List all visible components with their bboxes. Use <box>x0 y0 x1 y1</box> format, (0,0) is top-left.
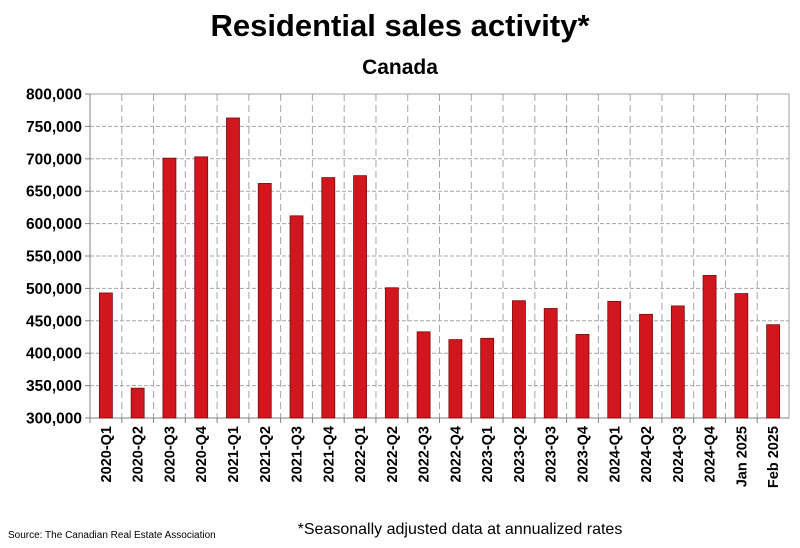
x-tick-label: 2020-Q1 <box>99 426 115 482</box>
bar-2022-q4 <box>448 339 463 419</box>
bar-2020-q4 <box>194 156 209 419</box>
bar-2022-q1 <box>353 175 367 419</box>
x-tick-label: 2022-Q1 <box>353 426 369 482</box>
x-tick-label: 2022-Q2 <box>385 426 401 482</box>
y-tick-label: 700,000 <box>26 151 82 168</box>
bar-feb-2025 <box>766 324 781 419</box>
bar-2023-q3 <box>543 308 558 419</box>
bar-2022-q2 <box>384 287 399 419</box>
bar-2024-q4 <box>702 275 717 419</box>
source-note: Source: The Canadian Real Estate Associa… <box>8 530 216 541</box>
y-tick-label: 300,000 <box>26 411 82 428</box>
bar-2020-q3 <box>162 157 177 419</box>
bar-2021-q3 <box>289 215 304 419</box>
y-tick-label: 650,000 <box>26 184 82 201</box>
bar-2020-q2 <box>130 387 145 419</box>
y-tick-label: 800,000 <box>26 87 82 104</box>
x-tick-label: 2023-Q1 <box>480 426 496 482</box>
x-tick-label: 2021-Q3 <box>290 426 306 482</box>
bar-2023-q4 <box>575 334 590 419</box>
x-tick-label: 2021-Q2 <box>258 426 274 482</box>
y-tick-label: 750,000 <box>26 119 82 136</box>
x-tick-label: Jan 2025 <box>734 426 750 487</box>
bar-2023-q1 <box>480 337 495 419</box>
bar-2021-q1 <box>226 117 240 419</box>
y-tick-label: 400,000 <box>26 346 82 363</box>
x-tick-label: 2020-Q4 <box>194 426 210 482</box>
x-tick-label: 2024-Q2 <box>639 426 655 482</box>
bar-2024-q2 <box>639 313 653 419</box>
bar-2021-q4 <box>321 177 336 419</box>
chart-title: Residential sales activity* <box>210 8 590 43</box>
bar-2020-q1 <box>98 292 113 419</box>
x-tick-label: 2022-Q3 <box>417 426 433 482</box>
bar-2022-q3 <box>416 331 431 419</box>
x-tick-label: 2023-Q2 <box>512 426 528 482</box>
y-tick-label: 500,000 <box>26 281 82 298</box>
x-tick-label: 2021-Q1 <box>226 426 242 482</box>
x-tick-label: 2024-Q1 <box>607 426 623 482</box>
y-tick-label: 550,000 <box>26 249 82 266</box>
x-tick-label: Feb 2025 <box>766 426 782 488</box>
x-tick-label: 2020-Q2 <box>131 426 147 482</box>
x-tick-label: 2023-Q4 <box>575 426 591 482</box>
x-tick-label: 2024-Q4 <box>703 426 719 482</box>
x-tick-label: 2022-Q4 <box>448 426 464 482</box>
x-tick-label: 2020-Q3 <box>162 426 178 482</box>
bar-2021-q2 <box>257 183 272 419</box>
bar-2024-q3 <box>670 305 685 419</box>
footnote: *Seasonally adjusted data at annualized … <box>297 521 623 538</box>
y-tick-label: 350,000 <box>26 378 82 395</box>
y-tick-label: 450,000 <box>26 313 82 330</box>
chart-subtitle: Canada <box>362 56 438 79</box>
x-tick-label: 2023-Q3 <box>544 426 560 482</box>
bar-2024-q1 <box>607 300 622 419</box>
bar-jan-2025 <box>734 293 749 419</box>
bar-2023-q2 <box>512 300 526 419</box>
x-tick-label: 2021-Q4 <box>321 426 337 482</box>
y-tick-label: 600,000 <box>26 216 82 233</box>
x-tick-label: 2024-Q3 <box>671 426 687 482</box>
